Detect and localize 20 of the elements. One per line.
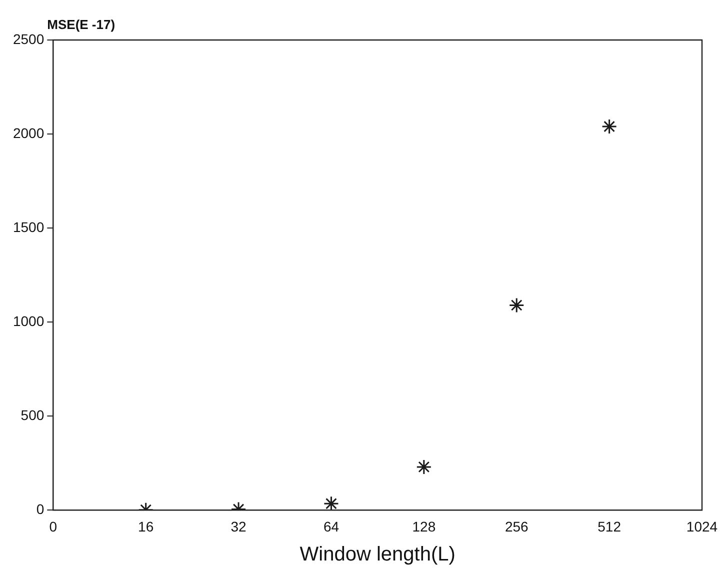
x-tick-label: 512 — [598, 518, 622, 534]
x-axis-title: Window length(L) — [300, 544, 456, 566]
point — [416, 459, 432, 475]
point — [323, 496, 339, 510]
y-tick-label: 500 — [20, 407, 44, 424]
x-tick-label: 128 — [412, 518, 436, 534]
point — [602, 118, 618, 134]
x-tick-label: 16 — [138, 518, 154, 534]
x-tick-label: 256 — [504, 518, 529, 534]
x-tick-label: 32 — [230, 518, 247, 534]
x-tick-label: 0 — [49, 518, 58, 534]
x-tick-label: 1024 — [686, 518, 718, 534]
y-tick-label: 1000 — [12, 312, 44, 329]
y-tick-label: 1500 — [12, 218, 44, 235]
y-tick-label: 0 — [36, 501, 44, 518]
y-tick-label: 2500 — [12, 30, 44, 47]
y-tick-label: 2000 — [12, 124, 44, 141]
point — [508, 297, 524, 313]
y-axis-title: MSE(E -17) — [47, 17, 116, 32]
x-tick-label: 64 — [323, 518, 340, 534]
